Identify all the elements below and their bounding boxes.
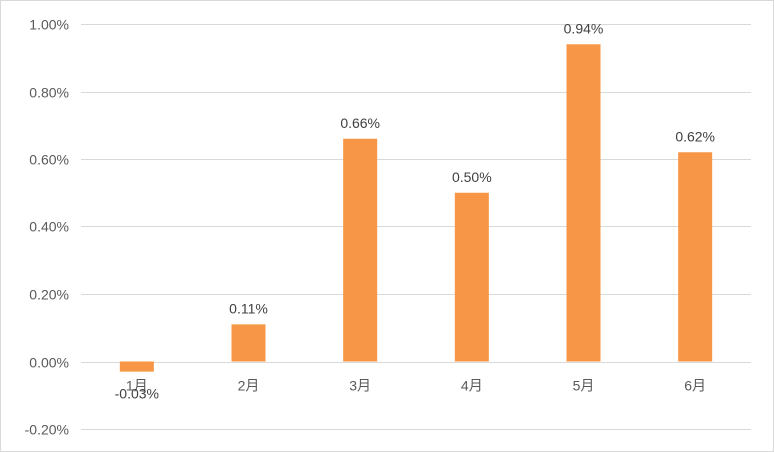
x-tick-label: 1月 — [126, 378, 148, 394]
y-tick-label: 0.00% — [29, 355, 69, 371]
y-tick-label: 1.00% — [29, 17, 69, 33]
data-label: -0.03% — [115, 386, 159, 402]
bar — [454, 192, 489, 362]
y-tick-label: 0.40% — [29, 219, 69, 235]
data-label: 0.50% — [452, 169, 492, 185]
data-label: 0.11% — [229, 300, 268, 316]
bar — [119, 361, 154, 372]
x-tick-label: 6月 — [684, 378, 706, 394]
data-label: 0.94% — [564, 20, 604, 36]
bar — [566, 44, 601, 362]
x-tick-label: 5月 — [573, 378, 595, 394]
y-tick-label: 0.60% — [29, 152, 69, 168]
y-tick-label: -0.20% — [25, 422, 69, 438]
bar — [343, 138, 378, 362]
x-tick-label: 2月 — [238, 378, 260, 394]
bar — [231, 324, 266, 362]
y-tick-label: 0.20% — [29, 287, 69, 303]
bar — [678, 152, 713, 362]
data-label: 0.66% — [340, 115, 380, 131]
x-tick-label: 3月 — [349, 378, 371, 394]
data-label: 0.62% — [675, 128, 715, 144]
x-tick-label: 4月 — [461, 378, 483, 394]
y-tick-label: 0.80% — [29, 85, 69, 101]
